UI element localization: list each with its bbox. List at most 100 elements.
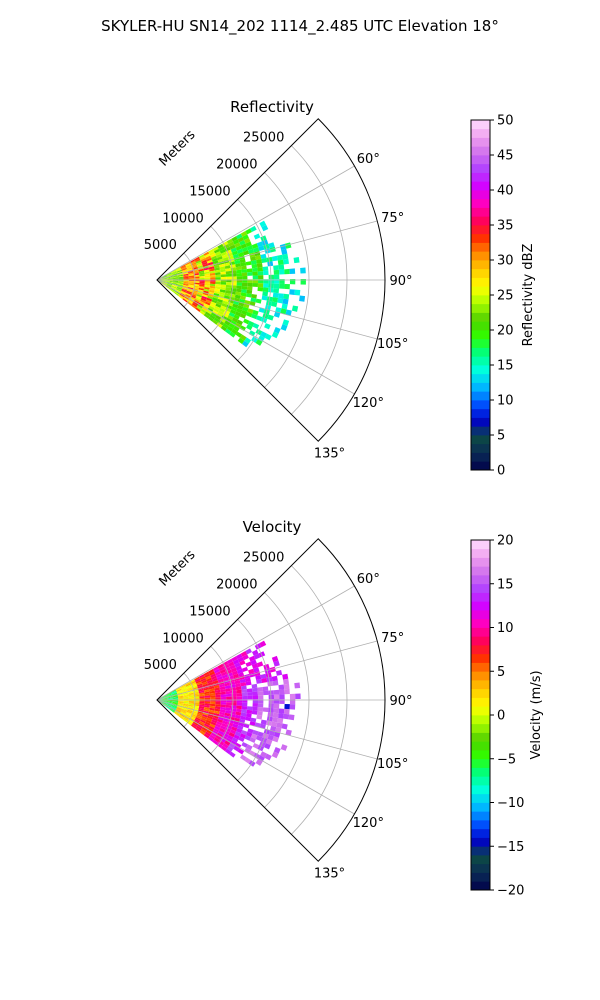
velocity-colorbar-segment-35 — [471, 575, 490, 585]
reflectivity-panel: Reflectivity 5000 10000 15000 20000 25000 60… — [144, 98, 536, 479]
reflectivity-colorbar-segment-1 — [471, 452, 490, 462]
reflectivity-colorbar-segment-6 — [471, 408, 490, 418]
velocity-colorbar-segment-14 — [471, 758, 490, 768]
reflectivity-radial-tick-label-0: 5000 — [144, 238, 177, 253]
velocity-colorbar-segment-7 — [471, 820, 490, 830]
velocity-colorbar-segment-33 — [471, 592, 490, 602]
reflectivity-radial-tick-label-3: 20000 — [216, 158, 257, 173]
reflectivity-angular-tick-label-5: 135° — [314, 447, 345, 462]
velocity-radial-ticks: 5000 10000 15000 20000 25000 — [144, 551, 285, 673]
reflectivity-angular-tick-label-0: 60° — [357, 152, 380, 167]
reflectivity-colorbar-segment-28 — [471, 216, 490, 226]
velocity-colorbar-segment-26 — [471, 653, 490, 663]
velocity-radial-tick-label-1: 10000 — [162, 631, 203, 646]
reflectivity-colorbar-segment-19 — [471, 295, 490, 305]
velocity-colorbar-segment-32 — [471, 601, 490, 611]
velocity-colorbar-tick-label-4: 0 — [497, 709, 505, 724]
velocity-colorbar-tick-label-8: 20 — [497, 534, 514, 549]
reflectivity-radial-ticks: 5000 10000 15000 20000 25000 — [144, 131, 285, 253]
velocity-azimuth-gridline-1 — [156, 640, 378, 701]
reflectivity-colorbar-segment-30 — [471, 198, 490, 208]
velocity-colorbar-segment-8 — [471, 811, 490, 821]
reflectivity-polar-grid — [156, 118, 386, 442]
reflectivity-angular-tick-label-3: 105° — [377, 337, 408, 352]
velocity-colorbar-segment-13 — [471, 767, 490, 777]
velocity-colorbar-segment-31 — [471, 610, 490, 620]
velocity-angular-tick-label-3: 105° — [377, 757, 408, 772]
velocity-colorbar-segment-19 — [471, 715, 490, 725]
reflectivity-colorbar-segment-5 — [471, 417, 490, 427]
velocity-angular-tick-label-4: 120° — [353, 816, 384, 831]
reflectivity-radial-tick-label-4: 25000 — [243, 131, 284, 146]
velocity-azimuth-gridline-3 — [156, 699, 378, 760]
reflectivity-colorbar-segment-22 — [471, 268, 490, 278]
velocity-colorbar-segment-23 — [471, 680, 490, 690]
velocity-azimuth-gridline-4 — [156, 699, 355, 815]
reflectivity-colorbar-tick-label-2: 10 — [497, 394, 514, 409]
velocity-colorbar-segment-12 — [471, 776, 490, 786]
velocity-colorbar-segment-2 — [471, 863, 490, 873]
reflectivity-colorbar-tick-label-0: 0 — [497, 464, 505, 479]
reflectivity-colorbar-segment-9 — [471, 382, 490, 392]
reflectivity-colorbar-segment-8 — [471, 391, 490, 401]
velocity-title: Velocity — [243, 518, 302, 536]
reflectivity-plot-frame — [156, 118, 386, 442]
velocity-colorbar-tick-label-5: 5 — [497, 665, 505, 680]
velocity-colorbar-segment-22 — [471, 688, 490, 698]
reflectivity-colorbar-segment-11 — [471, 365, 490, 375]
reflectivity-colorbar-segment-15 — [471, 330, 490, 340]
velocity-colorbar-segment-0 — [471, 881, 490, 891]
reflectivity-colorbar-segment-13 — [471, 347, 490, 357]
velocity-colorbar: −20 −15 −10 −5 0 5 10 15 20 — [470, 534, 524, 899]
velocity-colorbar-segment-39 — [471, 540, 490, 550]
velocity-colorbar-segment-3 — [471, 855, 490, 865]
reflectivity-colorbar-tick-label-6: 30 — [497, 254, 514, 269]
reflectivity-title: Reflectivity — [230, 98, 314, 116]
reflectivity-colorbar: 0 5 10 15 20 25 30 35 40 45 50 — [470, 114, 514, 479]
reflectivity-colorbar-tick-label-10: 50 — [497, 114, 514, 129]
velocity-colorbar-segment-18 — [471, 723, 490, 733]
reflectivity-colorbar-segment-26 — [471, 233, 490, 243]
velocity-colorbar-segment-17 — [471, 732, 490, 742]
velocity-polar-grid — [156, 538, 386, 862]
reflectivity-colorbar-segment-25 — [471, 242, 490, 252]
reflectivity-colorbar-segment-16 — [471, 321, 490, 331]
velocity-colorbar-segment-25 — [471, 662, 490, 672]
reflectivity-colorbar-segment-27 — [471, 225, 490, 235]
velocity-radial-tick-label-2: 15000 — [189, 604, 230, 619]
reflectivity-angular-tick-label-4: 120° — [353, 396, 384, 411]
velocity-colorbar-segment-6 — [471, 828, 490, 838]
reflectivity-colorbar-segment-3 — [471, 435, 490, 445]
reflectivity-colorbar-tick-label-3: 15 — [497, 359, 514, 374]
velocity-colorbar-segment-1 — [471, 872, 490, 882]
velocity-colorbar-tick-label-6: 10 — [497, 621, 514, 636]
reflectivity-colorbar-tick-label-9: 45 — [497, 149, 514, 164]
reflectivity-colorbar-tick-label-8: 40 — [497, 184, 514, 199]
velocity-plot-frame — [156, 538, 386, 862]
velocity-colorbar-segment-15 — [471, 750, 490, 760]
velocity-colorbar-tick-label-2: −10 — [497, 796, 524, 811]
velocity-colorbar-segment-4 — [471, 846, 490, 856]
velocity-angular-tick-label-5: 135° — [314, 867, 345, 882]
reflectivity-colorbar-segment-38 — [471, 128, 490, 138]
velocity-angular-tick-label-2: 90° — [389, 694, 412, 709]
velocity-radial-tick-label-4: 25000 — [243, 551, 284, 566]
velocity-colorbar-tick-label-0: −20 — [497, 884, 524, 899]
reflectivity-colorbar-segment-4 — [471, 426, 490, 436]
reflectivity-colorbar-segment-12 — [471, 356, 490, 366]
reflectivity-colorbar-segment-39 — [471, 120, 490, 130]
velocity-colorbar-segment-38 — [471, 548, 490, 558]
velocity-colorbar-segment-27 — [471, 645, 490, 655]
velocity-radial-tick-label-3: 20000 — [216, 578, 257, 593]
velocity-colorbar-segment-11 — [471, 785, 490, 795]
velocity-colorbar-segment-21 — [471, 697, 490, 707]
reflectivity-colorbar-segment-29 — [471, 207, 490, 217]
reflectivity-colorbar-segment-35 — [471, 155, 490, 165]
velocity-colorbar-segment-5 — [471, 837, 490, 847]
reflectivity-colorbar-segment-23 — [471, 260, 490, 270]
reflectivity-colorbar-segment-0 — [471, 461, 490, 471]
velocity-colorbar-segment-10 — [471, 793, 490, 803]
velocity-angular-tick-label-1: 75° — [381, 631, 404, 646]
reflectivity-colorbar-segment-24 — [471, 251, 490, 261]
reflectivity-azimuth-gridline-4 — [156, 279, 355, 395]
